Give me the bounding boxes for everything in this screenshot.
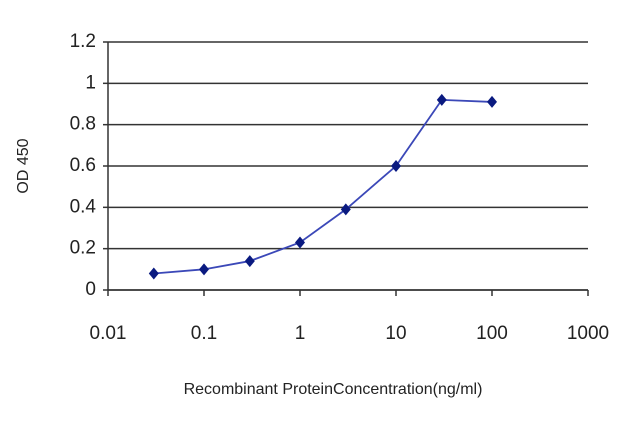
y-tick-label: 0.6: [70, 155, 96, 176]
data-point: [148, 267, 159, 280]
y-tick-label: 0: [85, 279, 96, 300]
data-point: [391, 160, 401, 172]
data-point: [436, 93, 447, 106]
y-tick-label: 0.8: [70, 114, 96, 135]
x-tick-label: 0.01: [90, 323, 127, 344]
x-tick-label: 1000: [567, 323, 609, 344]
y-axis-title: OD 450: [15, 138, 32, 193]
x-tick-label: 1: [295, 323, 306, 344]
y-tick-label: 1.2: [70, 31, 96, 52]
x-tick-label: 0.1: [191, 323, 217, 344]
data-point: [487, 95, 497, 108]
y-tick-label: 0.4: [70, 196, 97, 217]
data-point: [199, 263, 209, 276]
data-point: [244, 255, 255, 268]
x-axis-title: Recombinant ProteinConcentration(ng/ml): [184, 381, 483, 398]
data-point: [295, 236, 305, 249]
data-point: [340, 203, 351, 216]
y-tick-label: 0.2: [70, 238, 96, 259]
x-tick-label: 10: [385, 323, 406, 344]
data-line: [153, 98, 493, 275]
y-tick-label: 1: [85, 72, 96, 93]
x-tick-label: 100: [476, 323, 508, 344]
